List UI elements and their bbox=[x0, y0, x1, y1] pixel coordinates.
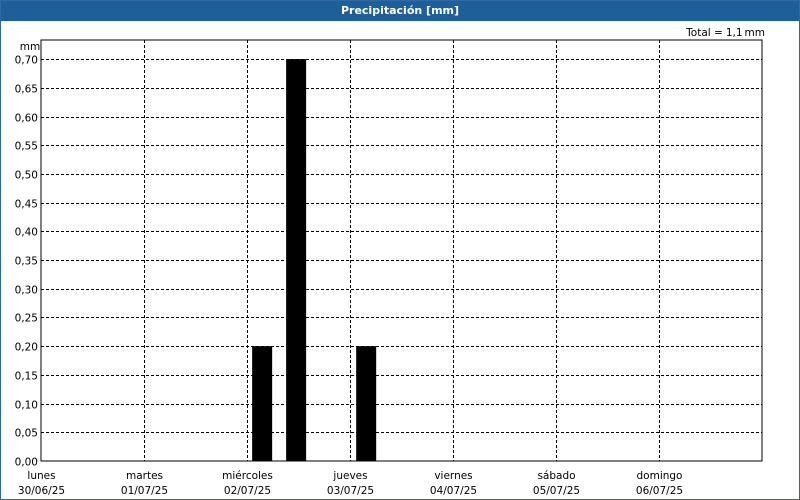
x-tick-date-label: 06/07/25 bbox=[636, 485, 683, 497]
x-tick-date-label: 02/07/25 bbox=[224, 485, 271, 497]
x-tick-day-label: jueves bbox=[332, 470, 367, 482]
y-tick-label: 0,20 bbox=[15, 342, 38, 354]
y-tick-label: 0,65 bbox=[15, 84, 38, 96]
y-tick-label: 0,45 bbox=[15, 199, 38, 211]
precipitation-bar bbox=[356, 346, 377, 461]
x-tick-day-label: domingo bbox=[637, 470, 683, 482]
y-tick-label: 0,00 bbox=[15, 457, 38, 469]
y-tick-label: 0,35 bbox=[15, 256, 38, 268]
x-tick-day-label: martes bbox=[126, 470, 163, 482]
x-tick-date-label: 30/06/25 bbox=[18, 485, 65, 497]
plot-frame bbox=[40, 39, 763, 462]
total-unit: mm bbox=[744, 27, 765, 39]
total-readout: Total = 1,1 mm bbox=[686, 27, 765, 39]
y-tick-label: 0,55 bbox=[15, 141, 38, 153]
y-tick-label: 0,60 bbox=[15, 113, 38, 125]
x-tick-day-label: sábado bbox=[537, 470, 575, 482]
y-axis-label: mm bbox=[20, 41, 40, 53]
y-tick-label: 0,40 bbox=[15, 227, 38, 239]
y-tick-label: 0,15 bbox=[15, 371, 38, 383]
x-tick-date-label: 03/07/25 bbox=[327, 485, 374, 497]
x-tick-date-label: 04/07/25 bbox=[430, 485, 477, 497]
x-tick-date-label: 01/07/25 bbox=[121, 485, 168, 497]
chart-title: Precipitación [mm] bbox=[1, 1, 799, 21]
total-label: Total = bbox=[686, 27, 723, 39]
x-tick-day-label: lunes bbox=[27, 470, 55, 482]
x-tick-day-label: viernes bbox=[434, 470, 472, 482]
x-tick-day-label: miércoles bbox=[222, 470, 273, 482]
y-tick-label: 0,70 bbox=[15, 55, 38, 67]
precipitation-bar bbox=[252, 346, 273, 461]
y-tick-label: 0,25 bbox=[15, 313, 38, 325]
y-tick-label: 0,30 bbox=[15, 285, 38, 297]
y-tick-label: 0,10 bbox=[15, 400, 38, 412]
x-tick-date-label: 05/07/25 bbox=[533, 485, 580, 497]
y-tick-label: 0,05 bbox=[15, 428, 38, 440]
y-tick-label: 0,50 bbox=[15, 170, 38, 182]
precipitation-bar bbox=[286, 59, 307, 461]
total-value: 1,1 bbox=[725, 27, 743, 39]
